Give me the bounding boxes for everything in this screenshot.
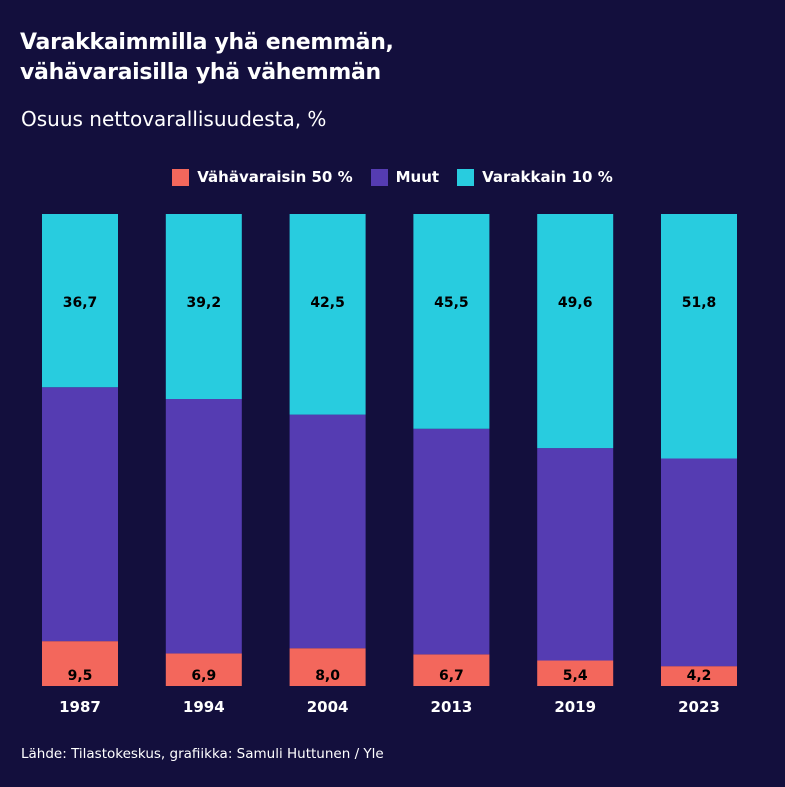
legend-item-others: Muut: [370, 168, 440, 186]
data-label-bottom50-2004: 8,0: [315, 668, 340, 684]
bar-bottom50-2023: [661, 666, 737, 686]
bar-others-1987: [42, 387, 118, 642]
bar-top10-1994: [165, 214, 242, 400]
bar-others-2019: [537, 448, 614, 661]
bar-bottom50-2019: [537, 660, 614, 686]
chart-subtitle: Osuus nettovarallisuudesta, %: [21, 107, 327, 131]
legend-swatch-others: [370, 168, 388, 186]
legend-label-top10: Varakkain 10 %: [482, 168, 613, 186]
data-label-bottom50-1994: 6,9: [191, 668, 216, 684]
source-credit: Lähde: Tilastokeskus, grafiikka: Samuli …: [21, 746, 384, 762]
bar-bottom50-2013: [413, 654, 490, 686]
bar-top10-2023: [661, 214, 737, 459]
bar-bottom50-1994: [165, 653, 242, 686]
legend-item-top10: Varakkain 10 %: [457, 168, 613, 186]
data-label-bottom50-2019: 5,4: [563, 668, 588, 684]
legend-label-bottom50: Vähävaraisin 50 %: [197, 168, 353, 186]
bar-others-2013: [413, 428, 490, 655]
legend-swatch-bottom50: [172, 168, 190, 186]
x-tick-label-2004: 2004: [307, 698, 349, 716]
data-label-top10-2019: 49,6: [558, 295, 593, 311]
legend: Vähävaraisin 50 % Muut Varakkain 10 %: [0, 168, 785, 186]
bar-bottom50-2004: [289, 648, 366, 686]
data-label-top10-2023: 51,8: [682, 295, 717, 311]
data-label-top10-1994: 39,2: [187, 295, 222, 311]
bar-top10-2004: [289, 214, 366, 415]
legend-swatch-top10: [457, 168, 475, 186]
data-label-top10-2004: 42,5: [310, 295, 345, 311]
legend-label-others: Muut: [395, 168, 440, 186]
chart-title: Varakkaimmilla yhä enemmän, vähävaraisil…: [20, 28, 394, 88]
legend-item-bottom50: Vähävaraisin 50 %: [172, 168, 353, 186]
bar-others-2004: [289, 414, 366, 649]
x-tick-label-1994: 1994: [183, 698, 225, 716]
x-tick-label-1987: 1987: [59, 698, 101, 716]
bar-others-1994: [165, 399, 242, 654]
x-tick-label-2023: 2023: [678, 698, 720, 716]
x-tick-label-2013: 2013: [431, 698, 473, 716]
data-label-top10-2013: 45,5: [434, 295, 469, 311]
data-label-bottom50-1987: 9,5: [68, 668, 93, 684]
bar-top10-2019: [537, 214, 614, 449]
data-label-top10-1987: 36,7: [63, 295, 98, 311]
title-line-2: vähävaraisilla yhä vähemmän: [20, 60, 381, 85]
bar-top10-1987: [42, 214, 118, 388]
data-label-bottom50-2023: 4,2: [687, 668, 712, 684]
title-line-1: Varakkaimmilla yhä enemmän,: [20, 30, 394, 55]
x-tick-label-2019: 2019: [554, 698, 596, 716]
data-label-bottom50-2013: 6,7: [439, 668, 464, 684]
bar-others-2023: [661, 458, 737, 667]
bar-bottom50-1987: [42, 641, 118, 686]
bar-top10-2013: [413, 214, 490, 429]
